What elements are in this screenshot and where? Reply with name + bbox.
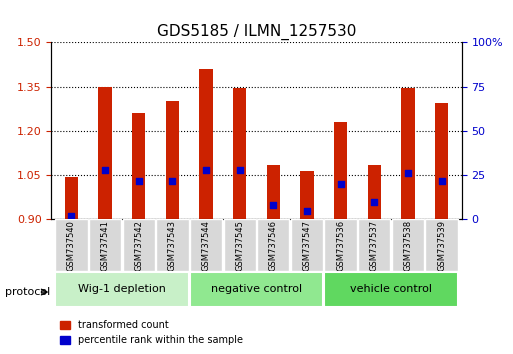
Point	[101, 167, 109, 173]
Bar	[334, 122, 347, 219]
Title: GDS5185 / ILMN_1257530: GDS5185 / ILMN_1257530	[157, 23, 356, 40]
Point	[67, 213, 75, 219]
Bar	[200, 69, 213, 219]
Text: GSM737547: GSM737547	[303, 219, 311, 271]
Point	[337, 181, 345, 187]
FancyBboxPatch shape	[425, 219, 458, 271]
Text: GSM737539: GSM737539	[437, 219, 446, 271]
Text: GSM737540: GSM737540	[67, 220, 76, 270]
Point	[168, 178, 176, 183]
Bar	[401, 88, 415, 219]
Bar	[435, 103, 448, 219]
Bar	[132, 113, 146, 219]
Legend: transformed count, percentile rank within the sample: transformed count, percentile rank withi…	[56, 316, 246, 349]
Point	[202, 167, 210, 173]
FancyBboxPatch shape	[156, 219, 189, 271]
FancyBboxPatch shape	[324, 272, 458, 307]
Text: GSM737538: GSM737538	[403, 219, 412, 271]
Bar	[65, 177, 78, 219]
Text: GSM737544: GSM737544	[202, 220, 210, 270]
FancyBboxPatch shape	[291, 219, 323, 271]
FancyBboxPatch shape	[392, 219, 424, 271]
FancyBboxPatch shape	[324, 219, 357, 271]
Text: GSM737541: GSM737541	[101, 220, 110, 270]
FancyBboxPatch shape	[358, 219, 390, 271]
Text: GSM737543: GSM737543	[168, 219, 177, 271]
FancyBboxPatch shape	[224, 219, 256, 271]
FancyBboxPatch shape	[257, 219, 289, 271]
FancyBboxPatch shape	[55, 219, 88, 271]
FancyBboxPatch shape	[55, 272, 189, 307]
Text: vehicle control: vehicle control	[350, 284, 432, 295]
Point	[269, 202, 278, 208]
Point	[235, 167, 244, 173]
Point	[404, 171, 412, 176]
Bar	[98, 87, 112, 219]
Text: GSM737536: GSM737536	[336, 219, 345, 271]
Text: GSM737545: GSM737545	[235, 220, 244, 270]
Point	[134, 178, 143, 183]
FancyBboxPatch shape	[89, 219, 121, 271]
Point	[438, 178, 446, 183]
Text: protocol: protocol	[5, 287, 50, 297]
FancyBboxPatch shape	[190, 272, 323, 307]
Point	[303, 208, 311, 213]
FancyBboxPatch shape	[190, 219, 222, 271]
Bar	[300, 171, 313, 219]
FancyBboxPatch shape	[123, 219, 155, 271]
Bar	[166, 102, 179, 219]
Text: GSM737542: GSM737542	[134, 220, 143, 270]
Text: negative control: negative control	[211, 284, 302, 295]
Text: GSM737546: GSM737546	[269, 219, 278, 271]
Bar	[367, 165, 381, 219]
Bar	[233, 88, 246, 219]
Text: GSM737537: GSM737537	[370, 219, 379, 271]
Point	[370, 199, 379, 205]
Text: Wig-1 depletion: Wig-1 depletion	[78, 284, 166, 295]
Bar	[267, 165, 280, 219]
